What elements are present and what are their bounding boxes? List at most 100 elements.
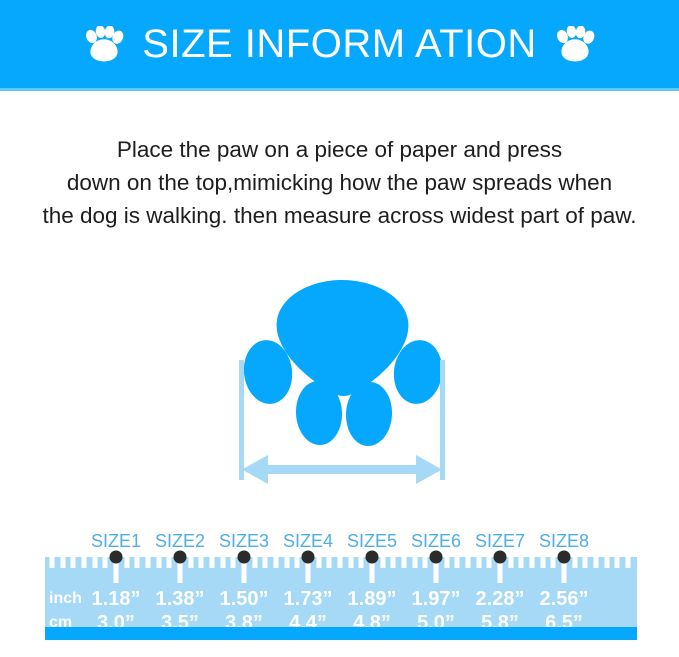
ruler-minor-tick — [60, 557, 66, 568]
measure-arrow-head-left — [242, 455, 268, 484]
paw-toe-inner-right — [345, 382, 393, 446]
size-marker-dot — [557, 550, 571, 564]
ruler-major-tick — [241, 557, 247, 583]
ruler-major-tick — [497, 557, 503, 583]
ruler-minor-tick — [465, 557, 471, 568]
measurement-value-inch: 1.73” — [283, 588, 333, 610]
ruler-minor-tick — [582, 557, 588, 568]
ruler-minor-tick — [294, 557, 300, 568]
header-banner: SIZE INFORM ATION — [0, 0, 679, 88]
ruler-minor-tick — [316, 557, 322, 568]
size-column-header: SIZE8 — [538, 531, 590, 551]
ruler-minor-tick — [145, 557, 151, 568]
ruler-minor-tick — [604, 557, 610, 568]
paw-toe-inner-left — [295, 381, 343, 445]
size-column-header: SIZE6 — [410, 531, 462, 551]
size-column-header: SIZE7 — [474, 531, 526, 551]
ruler-minor-tick — [454, 557, 460, 568]
paw-toe-outer-left — [243, 340, 293, 404]
ruler-minor-tick — [209, 557, 215, 568]
measurement-value-inch: 1.89” — [347, 588, 397, 610]
ruler-minor-tick — [230, 557, 236, 568]
size-column-header: SIZE2 — [154, 531, 206, 551]
ruler-minor-tick — [550, 557, 556, 568]
ruler-minor-tick — [262, 557, 268, 568]
ruler-bottom-bar — [45, 627, 637, 640]
ruler-minor-tick — [92, 557, 98, 568]
ruler-minor-tick — [102, 557, 108, 568]
size-ruler: inch 1.18” 1.38” 1.50” 1.73” 1.89” 1.97” 2.28”… — [45, 557, 637, 640]
ruler-minor-tick — [348, 557, 354, 568]
paw-measurement-diagram — [228, 262, 456, 494]
ruler-minor-tick — [614, 557, 620, 568]
ruler-row-inch: inch 1.18” 1.38” 1.50” 1.73” 1.89” 1.97” 2.28”… — [45, 587, 637, 611]
ruler-minor-tick — [401, 557, 407, 568]
ruler-minor-tick — [81, 557, 87, 568]
measurement-value-inch: 1.38” — [155, 588, 205, 610]
ruler-minor-tick — [124, 557, 130, 568]
size-marker-dot — [493, 550, 507, 564]
instruction-line-3: the dog is walking. then measure across … — [42, 203, 637, 228]
measurement-value-inch: 1.97” — [411, 588, 461, 610]
unit-label-inch: inch — [49, 590, 82, 607]
instruction-line-2: down on the top,mimicking how the paw sp… — [66, 170, 613, 195]
ruler-minor-tick — [540, 557, 546, 568]
ruler-minor-tick — [326, 557, 332, 568]
measurement-value-inch: 1.18” — [91, 588, 141, 610]
ruler-minor-tick — [70, 557, 76, 568]
size-marker-dot — [365, 550, 379, 564]
ruler-major-tick — [433, 557, 439, 583]
ruler-minor-tick — [508, 557, 514, 568]
measurement-value-inch: 1.50” — [219, 588, 269, 610]
ruler-minor-tick — [476, 557, 482, 568]
ruler-minor-tick — [529, 557, 535, 568]
paw-main-pad — [276, 280, 409, 396]
size-marker-dot — [301, 550, 315, 564]
ruler-minor-tick — [156, 557, 162, 568]
ruler-major-tick — [561, 557, 567, 583]
ruler-major-tick — [177, 557, 183, 583]
size-column-header: SIZE5 — [346, 531, 398, 551]
measure-guide-left — [239, 360, 244, 480]
size-label-row: SIZE1 SIZE2 SIZE3 SIZE4 SIZE5 SIZE6 SIZE7 SIZE8 — [45, 529, 637, 553]
ruler-minor-tick — [166, 557, 172, 568]
measure-arrow-shaft — [260, 465, 424, 474]
ruler-major-tick — [369, 557, 375, 583]
ruler-minor-tick — [188, 557, 194, 568]
ruler-minor-tick — [358, 557, 364, 568]
measurement-value-inch: 2.56” — [539, 588, 589, 610]
size-marker-dot — [109, 550, 123, 564]
ruler-minor-tick — [380, 557, 386, 568]
ruler-minor-tick — [273, 557, 279, 568]
ruler-minor-tick — [220, 557, 226, 568]
instruction-text: Place the paw on a piece of paper and pr… — [0, 133, 679, 232]
ruler-minor-tick — [625, 557, 631, 568]
size-marker-dot — [237, 550, 251, 564]
instruction-line-1: Place the paw on a piece of paper and pr… — [116, 137, 563, 162]
ruler-minor-tick — [252, 557, 258, 568]
size-marker-dots — [45, 550, 637, 571]
measurement-value-inch: 2.28” — [475, 588, 525, 610]
size-column-header: SIZE4 — [282, 531, 334, 551]
ruler-minor-tick — [134, 557, 140, 568]
ruler-minor-tick — [49, 557, 55, 568]
ruler-minor-tick — [284, 557, 290, 568]
size-column-header: SIZE1 — [90, 531, 142, 551]
unit-label-cm: cm — [49, 614, 73, 631]
size-column-header: SIZE3 — [218, 531, 270, 551]
ruler-minor-tick — [518, 557, 524, 568]
ruler-tick-marks — [45, 557, 637, 583]
ruler-minor-tick — [412, 557, 418, 568]
ruler-minor-tick — [390, 557, 396, 568]
ruler-major-tick — [305, 557, 311, 583]
ruler-minor-tick — [486, 557, 492, 568]
ruler-minor-tick — [572, 557, 578, 568]
paw-print-icon-left — [84, 26, 124, 62]
size-marker-dot — [173, 550, 187, 564]
header-divider — [0, 88, 679, 91]
ruler-minor-tick — [337, 557, 343, 568]
ruler-minor-tick — [444, 557, 450, 568]
paw-toe-outer-right — [393, 340, 443, 404]
ruler-minor-tick — [198, 557, 204, 568]
ruler-major-tick — [113, 557, 119, 583]
